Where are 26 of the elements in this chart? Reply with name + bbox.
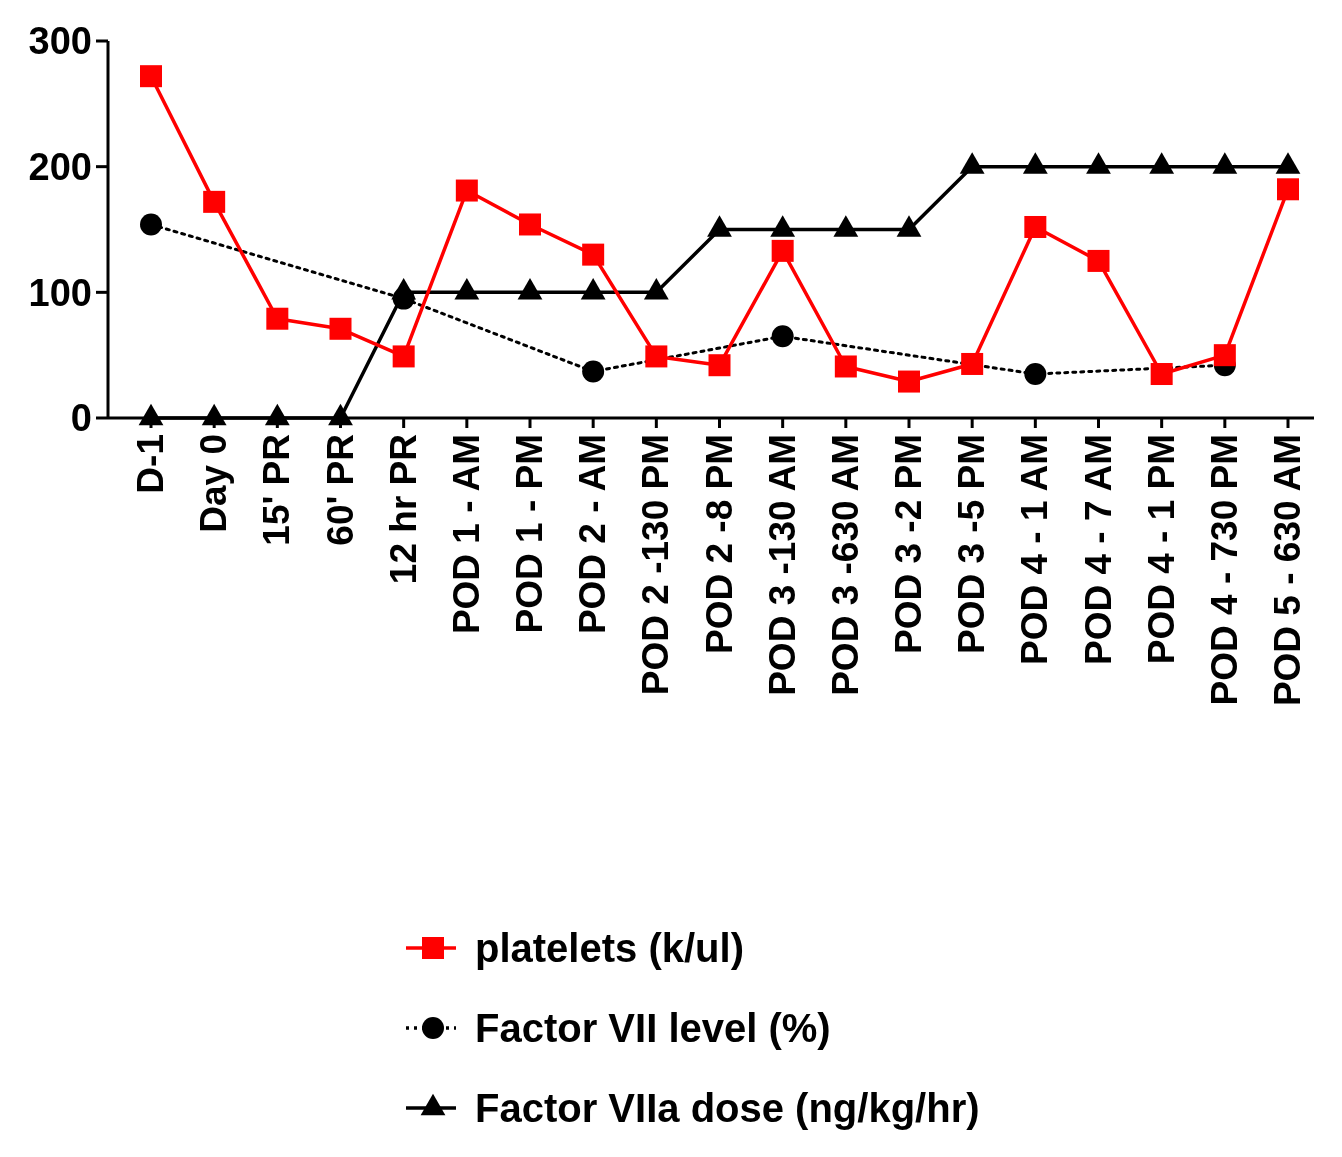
- x-tick-label: POD 5 - 630 AM: [1267, 434, 1308, 707]
- x-tick-label: POD 4 - 1 PM: [1140, 434, 1182, 665]
- legend-label: Factor VIIa dose (ng/kg/hr): [475, 1086, 980, 1130]
- x-tick-label: POD 2 - AM: [572, 434, 614, 635]
- y-tick-label: 200: [28, 145, 92, 188]
- x-tick-label: 12 hr PR: [382, 434, 424, 585]
- legend-label: platelets (k/ul): [475, 926, 744, 970]
- y-tick-label: 300: [28, 20, 92, 63]
- x-tick-label: POD 3 -5 PM: [951, 434, 993, 654]
- x-tick-label: 15' PR: [256, 434, 298, 546]
- x-tick-label: POD 3 -2 PM: [888, 434, 929, 654]
- x-tick-label: D-1: [130, 434, 171, 494]
- x-tick-label: Day 0: [193, 434, 235, 533]
- x-tick-label: POD 1 - PM: [509, 434, 550, 634]
- x-tick-label: POD 3 -130 AM: [761, 434, 803, 696]
- x-tick-label: POD 1 - AM: [445, 434, 487, 635]
- x-tick-label: POD 4 - 1 AM: [1014, 434, 1056, 665]
- y-tick-label: 0: [70, 397, 92, 440]
- x-tick-label: POD 3 -630 AM: [824, 434, 866, 696]
- x-tick-label: POD 2 -8 PM: [698, 434, 740, 654]
- x-tick-label: POD 4 - 730 PM: [1203, 434, 1245, 706]
- x-tick-label: POD 2 -130 PM: [635, 434, 677, 696]
- y-tick-label: 100: [28, 271, 92, 314]
- legend-label: Factor VII level (%): [475, 1006, 831, 1050]
- x-tick-label: 60' PR: [319, 434, 361, 546]
- x-tick-label: POD 4 - 7 AM: [1077, 434, 1119, 665]
